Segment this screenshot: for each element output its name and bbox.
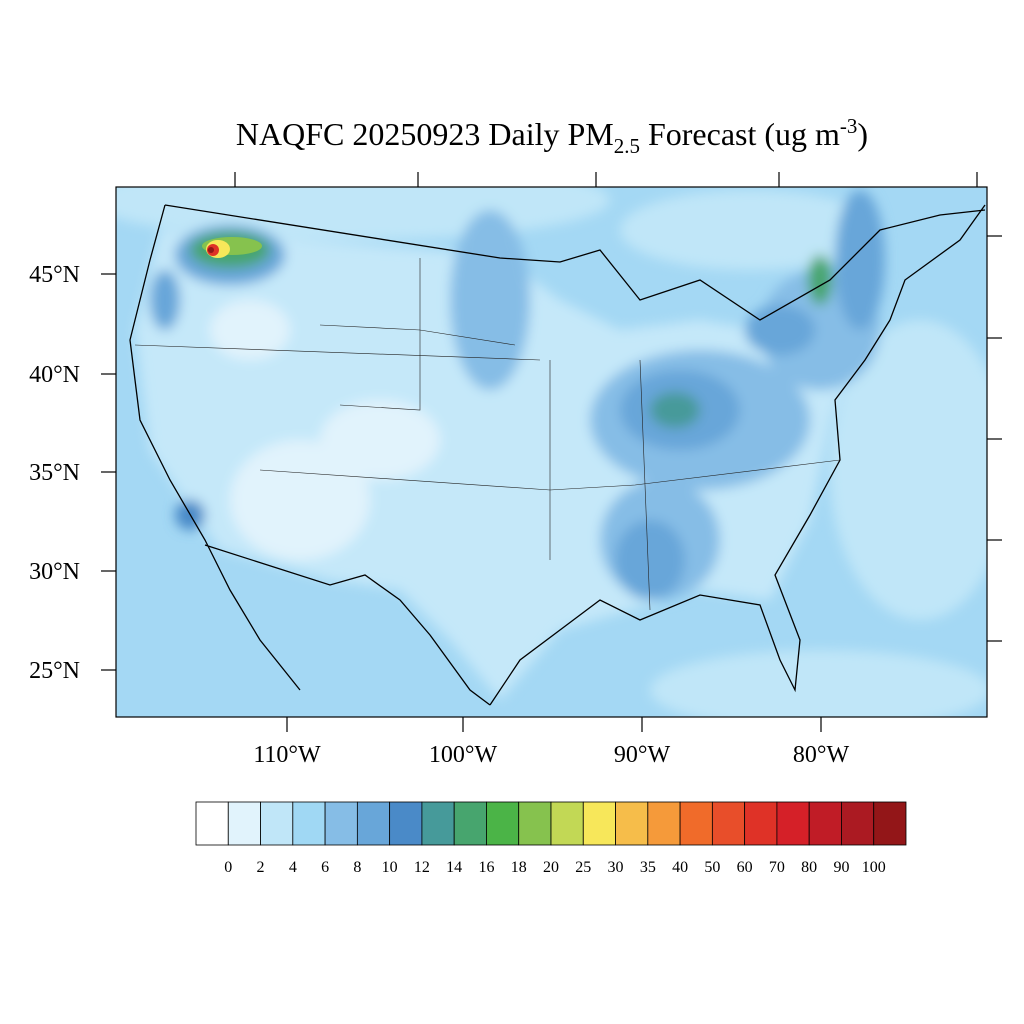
title-sup: -3 [840, 114, 858, 138]
lat-label: 35°N [29, 460, 80, 486]
title-end: ) [857, 116, 868, 152]
colorbar-box [195, 801, 229, 846]
lon-label: 90°W [614, 742, 671, 768]
lon-label: 100°W [429, 742, 498, 768]
colorbar-label: 40 [672, 859, 688, 876]
lon-label: 80°W [793, 742, 850, 768]
colorbar-box [518, 801, 552, 846]
colorbar-label: 18 [511, 859, 527, 876]
colorbar-label: 60 [737, 859, 753, 876]
colorbar-label: 2 [257, 859, 265, 876]
colorbar-box [711, 801, 746, 846]
colorbar-label: 16 [478, 859, 494, 876]
colorbar-box [486, 801, 520, 846]
colorbar-label: 6 [321, 859, 329, 876]
colorbar-box [356, 801, 391, 846]
colorbar-label: 10 [382, 859, 398, 876]
colorbar-box [744, 801, 778, 846]
colorbar-box [873, 801, 907, 846]
colorbar-label: 20 [543, 859, 559, 876]
colorbar-label: 70 [769, 859, 785, 876]
colorbar-label: 14 [446, 859, 462, 876]
title-main: NAQFC 20250923 Daily PM [236, 116, 614, 152]
colorbar-label: 4 [289, 859, 297, 876]
colorbar-label: 8 [353, 859, 361, 876]
colorbar-box [647, 801, 681, 846]
map-field [116, 187, 987, 717]
colorbar-label: 90 [833, 859, 849, 876]
colorbar-box [550, 801, 584, 846]
title: NAQFC 20250923 Daily PM2.5 Forecast (ug … [236, 114, 868, 158]
title-sub: 2.5 [614, 134, 640, 158]
colorbar-label: 12 [414, 859, 430, 876]
colorbar-box [227, 801, 261, 846]
colorbar-box [453, 801, 487, 846]
colorbar-label: 30 [608, 859, 624, 876]
colorbar-label: 0 [224, 859, 232, 876]
colorbar-box [389, 801, 423, 846]
colorbar-label: 80 [801, 859, 817, 876]
colorbar-box [582, 801, 616, 846]
colorbar-label: 35 [640, 859, 656, 876]
lat-label: 45°N [29, 262, 80, 288]
map-frame [115, 186, 988, 718]
lat-label: 40°N [29, 362, 80, 388]
map-ticks [101, 172, 1002, 732]
colorbar-box [292, 801, 326, 846]
colorbar-box [324, 801, 358, 846]
colorbar-box [841, 801, 875, 846]
colorbar-box [679, 801, 713, 846]
lon-label: 110°W [253, 742, 321, 768]
colorbar-box [776, 801, 810, 846]
colorbar-box [421, 801, 455, 846]
lat-label: 25°N [29, 658, 80, 684]
lat-label: 30°N [29, 559, 80, 585]
colorbar-label: 50 [704, 859, 720, 876]
colorbar-box [615, 801, 649, 846]
colorbar-label: 25 [575, 859, 591, 876]
colorbar-box [260, 801, 294, 846]
colorbar-label: 100 [862, 859, 886, 876]
title-mid: Forecast (ug m [640, 116, 840, 152]
colorbar-box [808, 801, 842, 846]
